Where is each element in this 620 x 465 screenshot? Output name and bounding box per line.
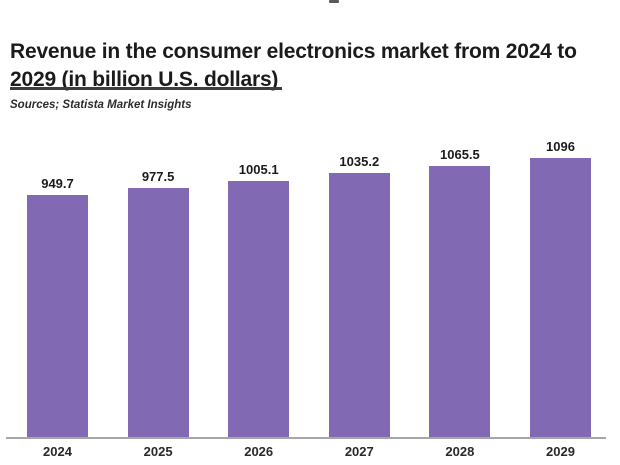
x-axis-tick-2029: 2029 (546, 444, 575, 459)
bar-2026 (228, 181, 290, 437)
chart-title: Revenue in the consumer electronics mark… (10, 40, 577, 91)
x-axis-tick-2026: 2026 (244, 444, 274, 459)
bar-2029 (530, 158, 591, 437)
cropped-edge-artifact (329, 0, 339, 3)
x-axis-tick-2024: 2024 (43, 444, 72, 459)
bar-value-label-2027: 1035.2 (339, 154, 380, 170)
bar-2028 (429, 165, 491, 437)
x-axis-line (6, 437, 606, 439)
x-axis-tick-2028: 2028 (445, 444, 475, 459)
bar-value-label-2025: 977.5 (141, 169, 175, 185)
source-attribution: Sources; Statista Market Insights (10, 99, 192, 111)
x-axis-tick-2025: 2025 (143, 444, 173, 459)
bar-value-label-2024: 949.7 (41, 176, 74, 192)
bar-value-label-2028: 1065.5 (440, 146, 480, 162)
bar-2027 (328, 173, 390, 437)
title-divider-rule (10, 87, 282, 90)
bar-2024 (27, 195, 88, 437)
bar-2025 (127, 188, 189, 437)
x-axis-tick-2027: 2027 (344, 444, 374, 459)
bar-value-label-2026: 1005.1 (238, 162, 279, 178)
bar-value-label-2029: 1096 (546, 139, 575, 154)
